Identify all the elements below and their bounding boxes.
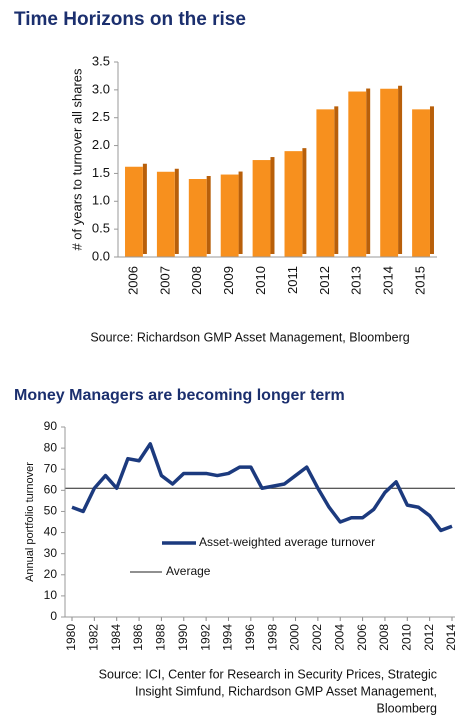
source-note: Source: ICI, Center for Research in Secu…: [99, 667, 437, 681]
x-tick-label: 1986: [131, 624, 145, 651]
y-tick-label: 0.0: [92, 248, 110, 263]
source-note: Bloomberg: [377, 701, 437, 715]
bar-side: [206, 176, 211, 254]
y-tick-label: 30: [44, 546, 58, 560]
x-tick-label: 1996: [243, 624, 257, 651]
x-tick-label: 1982: [87, 624, 101, 651]
y-tick-label: 70: [44, 461, 58, 475]
x-tick-label: 2006: [355, 624, 369, 651]
x-tick-label: 1980: [64, 624, 78, 651]
y-tick-label: 90: [44, 419, 58, 433]
bar: [380, 88, 399, 257]
bar-side: [174, 168, 179, 254]
source-note: Source: Richardson GMP Asset Management,…: [90, 330, 409, 344]
x-tick-label: 2008: [377, 624, 391, 651]
y-tick-label: 20: [44, 567, 58, 581]
bar: [156, 171, 175, 257]
legend-label: Average: [166, 564, 211, 578]
bar: [316, 109, 335, 257]
y-tick-label: 3.5: [92, 53, 110, 68]
bar-side: [270, 157, 275, 254]
bar-side: [334, 106, 339, 254]
chart-title: Time Horizons on the rise: [14, 9, 246, 30]
x-tick-label: 2015: [412, 266, 427, 295]
x-tick-label: 2013: [349, 266, 364, 295]
chart-title: Money Managers are becoming longer term: [14, 387, 345, 404]
y-tick-label: 1.0: [92, 193, 110, 208]
x-tick-label: 2010: [399, 624, 413, 651]
x-tick-label: 1988: [154, 624, 168, 651]
x-tick-label: 2004: [332, 624, 346, 651]
bar-side: [429, 106, 434, 254]
legend-label: Asset-weighted average turnover: [199, 535, 375, 549]
x-tick-label: 2014: [381, 266, 396, 295]
x-tick-label: 2006: [125, 266, 140, 295]
bar-side: [366, 88, 371, 255]
series-line: [71, 442, 453, 533]
bar: [348, 91, 367, 258]
bar: [252, 160, 271, 257]
y-tick-label: 10: [44, 588, 58, 602]
y-tick-label: 1.5: [92, 165, 110, 180]
bar-side: [302, 148, 307, 254]
bar: [188, 179, 207, 257]
bar-side: [142, 163, 147, 254]
x-tick-label: 2011: [285, 266, 300, 294]
y-axis-label: # of years to turnover all shares: [69, 68, 84, 251]
y-tick-label: 2.0: [92, 137, 110, 152]
x-tick-label: 2014: [444, 624, 458, 651]
y-tick-label: 0.5: [92, 221, 110, 236]
bar: [125, 166, 143, 257]
y-tick-label: 60: [44, 483, 58, 497]
x-tick-label: 2000: [288, 624, 302, 651]
y-tick-label: 3.0: [92, 81, 110, 96]
y-tick-label: 50: [44, 504, 58, 518]
x-tick-label: 2002: [310, 624, 324, 651]
x-tick-label: 1984: [109, 624, 123, 651]
x-tick-label: 2009: [221, 266, 236, 295]
y-axis-label: Annual portfolio turnover: [24, 462, 36, 582]
bar-side: [398, 85, 403, 254]
bar: [284, 151, 303, 257]
x-tick-label: 1990: [176, 624, 190, 651]
x-tick-label: 1992: [198, 624, 212, 651]
source-note: Insight Simfund, Richardson GMP Asset Ma…: [135, 684, 437, 698]
y-tick-label: 80: [44, 440, 58, 454]
x-tick-label: 2007: [157, 266, 172, 295]
x-tick-label: 1998: [265, 624, 279, 651]
x-tick-label: 2012: [422, 624, 436, 651]
y-tick-label: 0: [50, 609, 57, 623]
bar: [412, 109, 430, 257]
bar-side: [238, 171, 243, 254]
y-tick-label: 2.5: [92, 109, 110, 124]
x-tick-label: 2012: [317, 266, 332, 295]
bar: [220, 174, 239, 257]
x-tick-label: 2008: [189, 266, 204, 295]
x-tick-label: 1994: [221, 624, 235, 651]
y-tick-label: 40: [44, 525, 58, 539]
x-tick-label: 2010: [253, 266, 268, 295]
